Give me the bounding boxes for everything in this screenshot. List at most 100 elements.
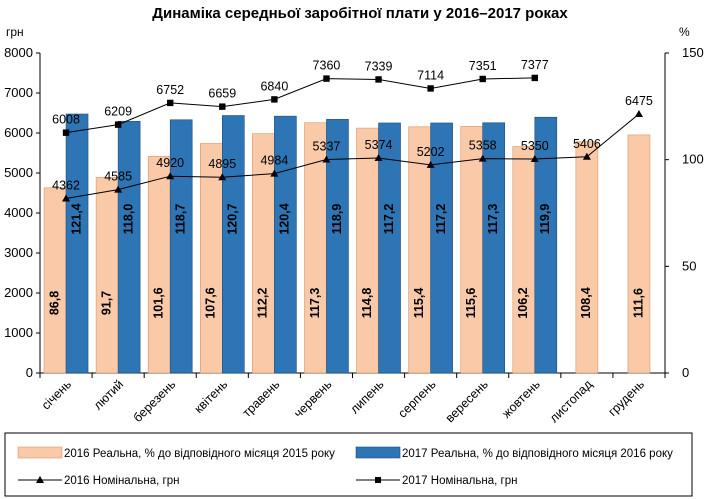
legend-swatch-2016-real — [17, 446, 63, 459]
legend-label-2017-nominal: 2017 Номінальна, грн — [402, 475, 517, 487]
bar-2017-real — [274, 115, 297, 374]
x-tick-label: серпень — [395, 377, 438, 420]
x-tick-label: грудень — [605, 377, 647, 419]
x-tick-label: червень — [291, 377, 334, 420]
marker-2017-nominal — [167, 99, 174, 107]
bar-2017-real — [378, 122, 401, 374]
bar-2017-real — [65, 113, 89, 374]
x-tick-label: лютий — [91, 377, 126, 412]
bar-2016-real — [252, 133, 275, 374]
bar-2017-label: 118,9 — [330, 204, 344, 235]
x-tick-label: травень — [240, 377, 283, 420]
marker-2017-nominal — [531, 74, 538, 82]
right-tick-label: 100 — [682, 152, 704, 167]
bar-2017-real — [326, 119, 349, 374]
point-label: 5374 — [365, 138, 393, 152]
point-label: 5337 — [313, 140, 341, 154]
left-tick-label: 3000 — [4, 245, 33, 260]
bar-2016-label: 112,2 — [256, 288, 270, 319]
point-label: 4895 — [208, 157, 236, 171]
marker-2016-nominal — [270, 169, 279, 177]
bar-2016-label: 114,8 — [360, 288, 374, 319]
bar-2017-real — [117, 120, 141, 374]
bar-2016-label: 115,4 — [412, 288, 426, 319]
marker-2016-nominal — [374, 154, 383, 162]
point-label: 4362 — [52, 179, 80, 193]
left-tick-label: 6000 — [4, 125, 33, 140]
bar-2017-label: 118,7 — [174, 204, 188, 235]
bar-2016-real — [512, 146, 536, 374]
point-label: 7377 — [521, 58, 549, 72]
marker-2017-nominal — [62, 129, 70, 136]
legend-label-2016-nominal: 2016 Номінальна, грн — [64, 475, 179, 487]
marker-2016-nominal — [166, 172, 175, 180]
x-tick-label: жовтень — [499, 377, 543, 421]
point-label: 6008 — [52, 113, 80, 127]
bar-2016-label: 115,6 — [464, 288, 478, 319]
point-label: 6209 — [104, 105, 132, 119]
marker-2016-nominal — [114, 185, 123, 193]
marker-2017-nominal — [375, 76, 382, 83]
bar-2016-real — [460, 126, 484, 374]
right-tick-label: 0 — [682, 365, 689, 380]
bar-2016-real — [43, 187, 67, 374]
bar-2017-label: 121,4 — [69, 203, 83, 234]
marker-2017-nominal — [114, 121, 122, 128]
legend-marker-2016-nominal — [36, 476, 44, 483]
bar-2016-label: 107,6 — [204, 287, 218, 318]
bar-2016-real — [627, 134, 651, 374]
marker-2017-nominal — [427, 85, 434, 92]
bar-2017-real — [430, 122, 453, 374]
x-tick-label: квітень — [192, 377, 231, 416]
point-label: 7114 — [417, 68, 444, 82]
left-tick-label: 8000 — [4, 45, 33, 60]
bar-2016-label: 117,3 — [308, 288, 322, 319]
legend-label-2016-real: 2016 Реальна, % до відповідного місяця 2… — [64, 448, 335, 460]
left-tick-label: 1000 — [4, 325, 33, 340]
point-label: 6840 — [260, 79, 288, 93]
bar-2017-label: 120,7 — [226, 203, 240, 234]
bar-2016-real — [147, 155, 171, 374]
bar-2017-label: 117,2 — [434, 204, 448, 235]
bar-2016-label: 91,7 — [99, 291, 113, 315]
bar-2017-label: 119,9 — [538, 204, 552, 235]
bar-2016-real — [356, 127, 379, 374]
x-tick-label: липень — [347, 377, 386, 416]
bar-2016-label: 108,4 — [579, 287, 593, 318]
bar-2017-label: 117,3 — [486, 204, 500, 235]
legend-box — [4, 432, 693, 497]
legend-label-2017-real: 2017 Реальна, % до відповідного місяця 2… — [402, 448, 673, 460]
marker-2016-nominal — [218, 173, 227, 181]
bar-2017-real — [221, 115, 245, 374]
point-label: 4984 — [260, 154, 288, 168]
point-label: 6475 — [625, 94, 653, 108]
marker-2016-nominal — [478, 154, 487, 162]
left-tick-label: 4000 — [4, 205, 33, 220]
point-label: 5358 — [469, 139, 497, 153]
bar-2017-real — [534, 116, 558, 374]
marker-2017-nominal — [479, 75, 486, 83]
bar-2017-real — [482, 122, 506, 374]
x-tick-label: вересень — [443, 377, 491, 425]
x-tick-label: березень — [131, 377, 179, 425]
bar-2017-real — [169, 119, 193, 374]
line-2017-nominal — [65, 77, 535, 134]
legend-swatch-2017-real — [355, 446, 401, 459]
bar-2017-label: 120,4 — [278, 203, 292, 234]
left-tick-label: 2000 — [4, 285, 33, 300]
left-tick-label: 7000 — [4, 85, 33, 100]
marker-2017-nominal — [271, 96, 278, 103]
chart-title: Динаміка середньої заробітної плати у 20… — [152, 5, 568, 22]
marker-2016-nominal — [322, 155, 331, 163]
point-label: 6752 — [156, 83, 184, 97]
point-label: 4920 — [156, 156, 184, 170]
point-label: 7339 — [365, 59, 393, 73]
bar-2017-label: 117,2 — [382, 204, 396, 235]
legend-marker-2017-nominal — [375, 477, 381, 483]
bar-2016-real — [575, 141, 599, 374]
point-label: 5202 — [417, 145, 445, 159]
point-label: 6659 — [208, 87, 236, 101]
left-axis-unit: грн — [6, 25, 24, 39]
point-label: 5406 — [573, 137, 601, 151]
